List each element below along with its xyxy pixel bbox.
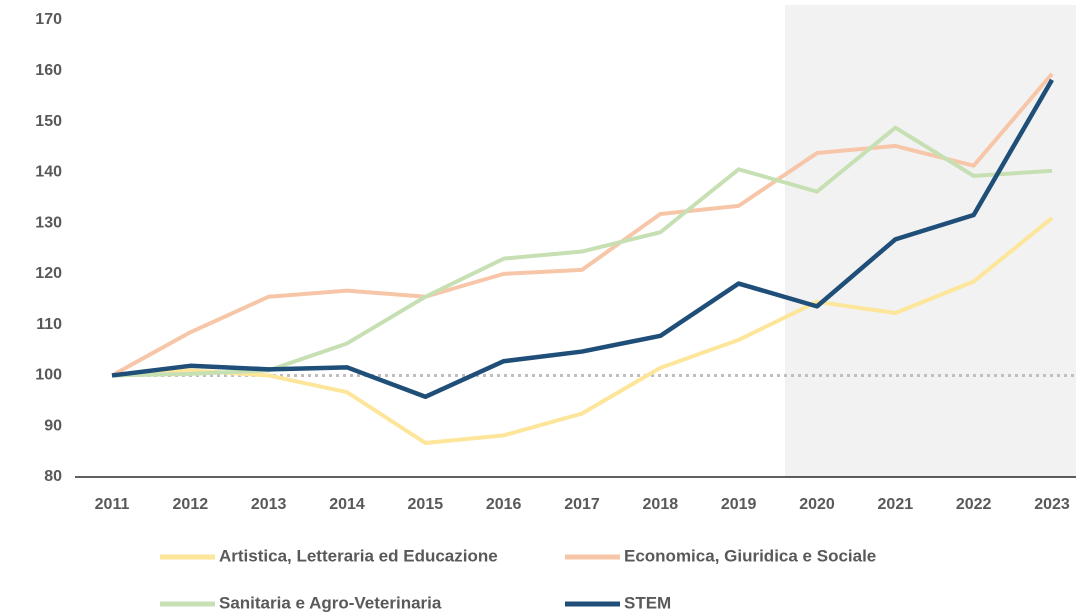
- legend-label: Economica, Giuridica e Sociale: [624, 546, 876, 565]
- legend-label: STEM: [624, 593, 671, 612]
- y-tick-label: 160: [35, 62, 62, 79]
- x-tick-label: 2021: [878, 496, 914, 513]
- x-tick-label: 2018: [643, 496, 679, 513]
- x-tick-label: 2023: [1034, 496, 1070, 513]
- x-tick-label: 2011: [95, 496, 130, 513]
- series-line: [111, 72, 1054, 378]
- y-tick-label: 90: [44, 417, 62, 434]
- series-line: [111, 216, 1054, 445]
- y-tick-label: 150: [35, 113, 62, 130]
- y-tick-label: 130: [35, 214, 62, 231]
- y-tick-label: 170: [35, 11, 62, 28]
- x-tick-label: 2013: [251, 496, 287, 513]
- x-tick-label: 2014: [329, 496, 365, 513]
- x-tick-label: 2020: [799, 496, 835, 513]
- legend-label: Artistica, Letteraria ed Educazione: [219, 546, 498, 565]
- y-tick-label: 80: [44, 468, 62, 485]
- y-tick-label: 120: [35, 265, 62, 282]
- series-line: [111, 78, 1054, 400]
- x-tick-label: 2012: [173, 496, 209, 513]
- y-tick-label: 140: [35, 164, 62, 181]
- x-tick-label: 2022: [956, 496, 992, 513]
- highlight-band: [785, 5, 1076, 477]
- legend-label: Sanitaria e Agro-Veterinaria: [219, 593, 442, 612]
- x-tick-label: 2016: [486, 496, 522, 513]
- x-tick-label: 2015: [408, 496, 444, 513]
- x-tick-label: 2017: [564, 496, 600, 513]
- y-tick-label: 100: [35, 367, 62, 384]
- x-tick-label: 2019: [721, 496, 757, 513]
- y-tick-label: 110: [36, 316, 62, 333]
